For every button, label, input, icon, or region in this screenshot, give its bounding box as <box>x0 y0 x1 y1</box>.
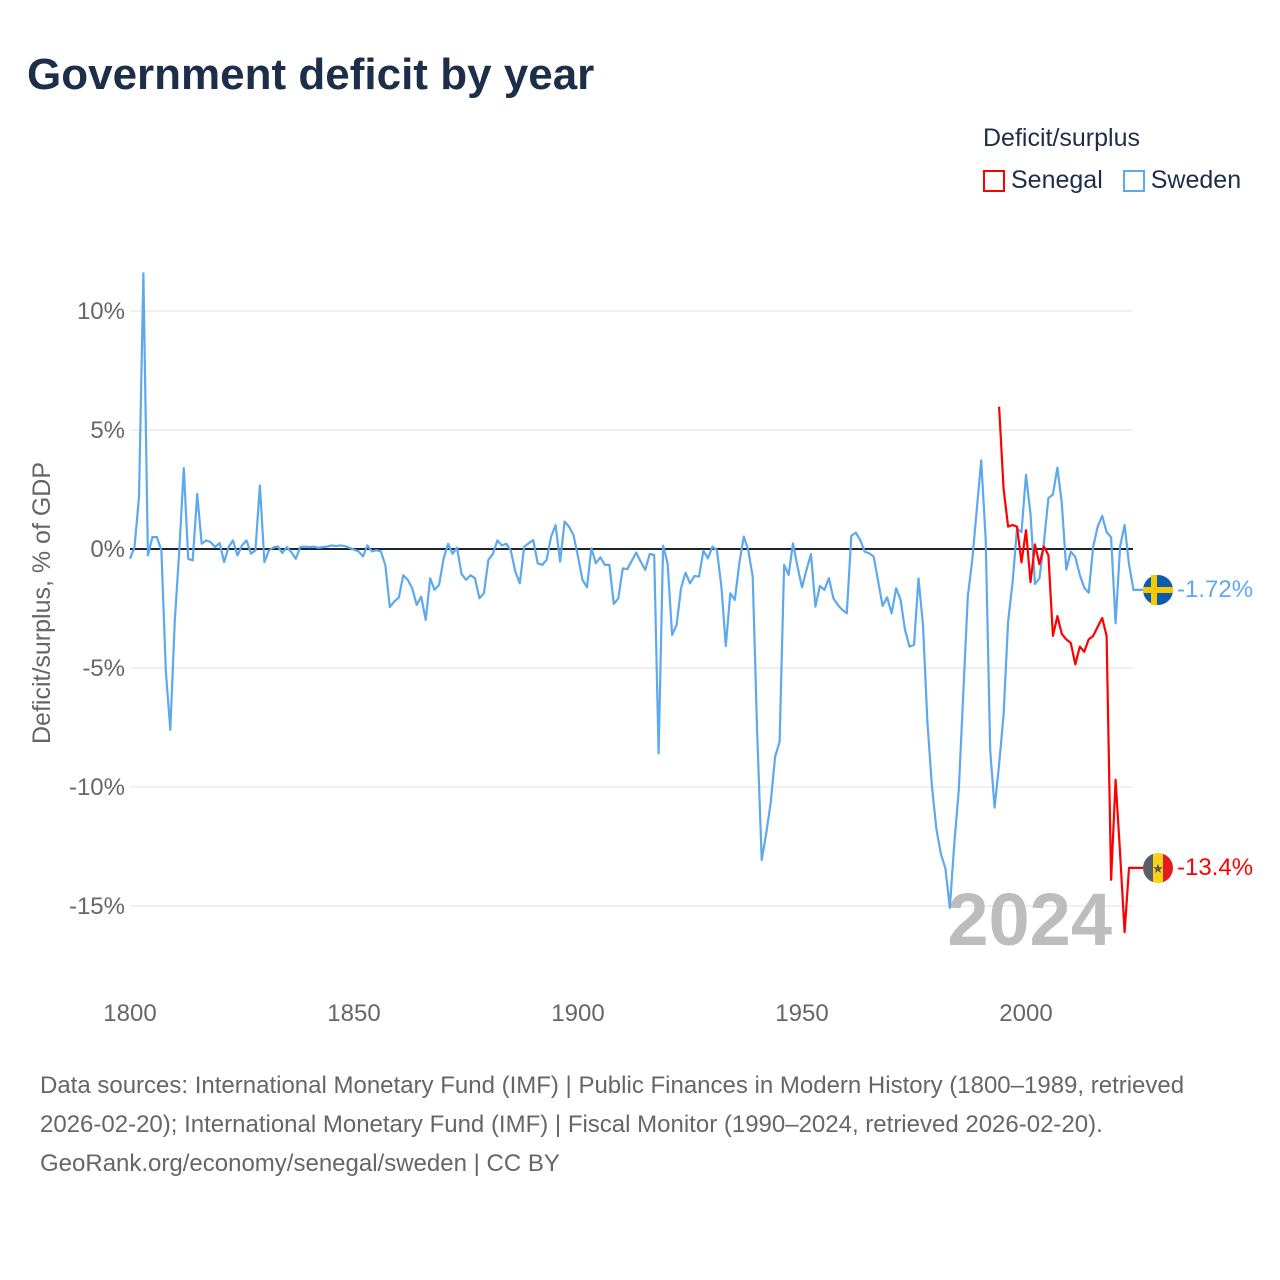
legend-title: Deficit/surplus <box>983 124 1140 152</box>
footer: Data sources: International Monetary Fun… <box>40 1066 1240 1183</box>
legend-item-sweden[interactable]: Sweden <box>1122 166 1242 195</box>
y-axis-label: Deficit/surplus, % of GDP <box>28 462 56 744</box>
x-tick-label: 1950 <box>775 1000 828 1027</box>
y-tick-label: -5% <box>82 655 125 682</box>
y-tick-label: 0% <box>90 536 125 563</box>
legend-swatch-sweden <box>1122 169 1145 192</box>
x-tick-label: 1850 <box>327 1000 380 1027</box>
x-tick-label: 1900 <box>551 1000 604 1027</box>
chart-title: Government deficit by year <box>27 50 595 99</box>
svg-text:★: ★ <box>1152 861 1164 876</box>
legend: Senegal Sweden <box>983 166 1241 195</box>
sweden-series-line <box>128 272 1143 910</box>
sweden-end-label: -1.72% <box>1177 576 1253 603</box>
senegal-series-line <box>998 406 1143 934</box>
y-tick-label: -10% <box>69 774 125 801</box>
legend-swatch-senegal <box>983 169 1005 192</box>
legend-item-senegal[interactable]: Senegal <box>983 166 1103 195</box>
legend-label-sweden: Sweden <box>1150 166 1242 194</box>
y-tick-label: 10% <box>77 298 125 325</box>
legend-label-senegal: Senegal <box>1011 166 1103 194</box>
senegal-flag-icon: ★ <box>1143 853 1173 883</box>
x-tick-label: 1800 <box>103 1000 156 1027</box>
y-tick-label: 5% <box>90 417 125 444</box>
current-year-watermark: 2024 <box>947 878 1112 961</box>
credit-link[interactable]: GeoRank.org/economy/senegal/sweden | CC … <box>40 1150 560 1177</box>
x-tick-label: 2000 <box>999 1000 1052 1027</box>
data-sources: Data sources: International Monetary Fun… <box>40 1072 1185 1138</box>
y-tick-label: -15% <box>69 893 125 920</box>
sweden-flag-icon <box>1143 575 1173 605</box>
senegal-end-label: -13.4% <box>1177 854 1253 881</box>
